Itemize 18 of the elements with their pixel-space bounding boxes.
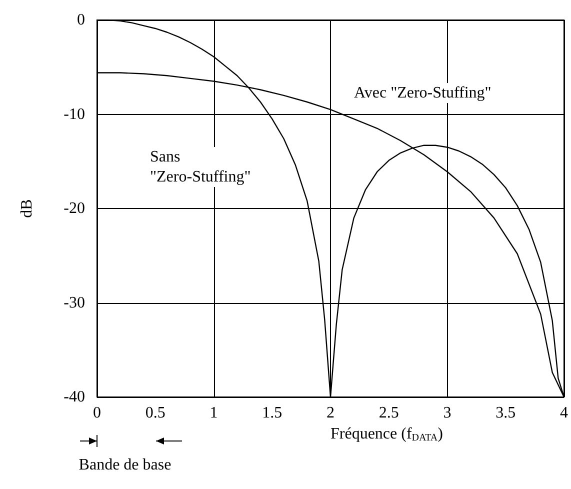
annotation: Sans "Zero-Stuffing" xyxy=(150,148,251,186)
annotation: Avec "Zero-Stuffing" xyxy=(354,84,492,102)
y-tick-label: -10 xyxy=(64,106,85,123)
x-tick-label: 0.5 xyxy=(145,404,166,422)
x-tick-label: 1 xyxy=(210,404,218,422)
x-tick-label: 4 xyxy=(560,404,568,422)
y-tick-label: -40 xyxy=(64,388,85,406)
y-tick-label: -30 xyxy=(64,294,85,312)
x-tick-label: 2.5 xyxy=(378,404,399,422)
x-tick-label: 1.5 xyxy=(262,404,282,422)
y-tick-label: -20 xyxy=(64,200,85,217)
x-tick-label: 3 xyxy=(443,404,452,422)
x-tick-label: 0 xyxy=(93,404,101,422)
text: Bande de base xyxy=(78,456,172,474)
x-tick-label: 2 xyxy=(326,404,334,422)
y-tick-label: 0 xyxy=(77,12,85,28)
y-axis-title: dB xyxy=(18,199,36,218)
x-tick-label: 3.5 xyxy=(496,404,516,422)
